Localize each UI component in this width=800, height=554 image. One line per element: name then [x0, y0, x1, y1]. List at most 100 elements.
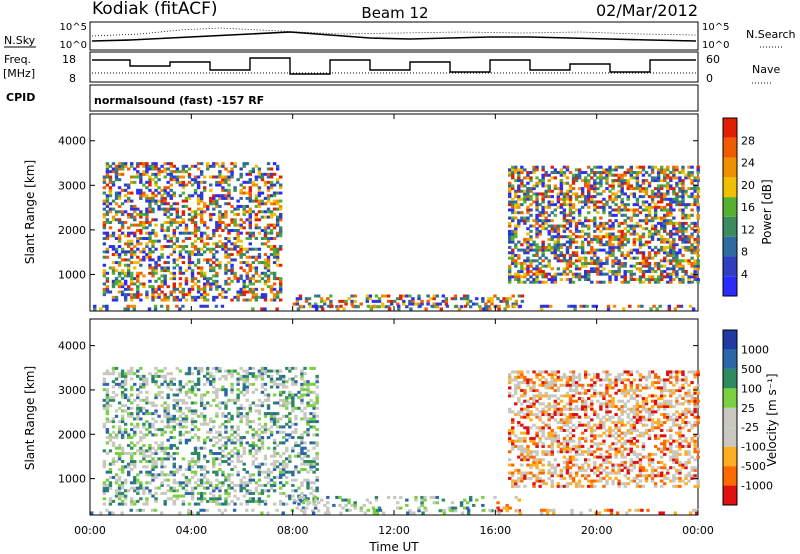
scatter-cell: [130, 428, 134, 432]
scatter-cell: [565, 165, 570, 169]
scatter-cell: [133, 250, 137, 254]
scatter-cell: [544, 248, 548, 252]
scatter-cell: [114, 178, 119, 182]
scatter-cell: [399, 495, 403, 499]
scatter-cell: [650, 205, 655, 209]
scatter-cell: [672, 272, 676, 276]
scatter-cell: [408, 299, 412, 303]
scatter-cell: [338, 503, 342, 507]
scatter-cell: [629, 248, 633, 252]
scatter-cell: [178, 183, 183, 187]
scatter-cell: [193, 473, 198, 477]
scatter-cell: [593, 259, 597, 263]
scatter-cell: [239, 277, 243, 281]
scatter-cell: [687, 195, 691, 199]
scatter-cell: [529, 171, 533, 175]
scatter-cell: [696, 253, 700, 257]
scatter-cell: [245, 372, 249, 376]
scatter-cell: [190, 422, 195, 426]
scatter-cell: [202, 382, 207, 386]
scatter-cell: [136, 422, 140, 426]
scatter-cell: [291, 377, 295, 381]
scatter-cell: [123, 282, 128, 286]
scatter-cell: [154, 374, 158, 378]
scatter-cell: [514, 389, 518, 393]
scatter-cell: [169, 220, 173, 224]
scatter-cell: [166, 483, 170, 487]
scatter-cell: [260, 382, 265, 386]
scatter-cell: [126, 444, 131, 448]
scatter-cell: [693, 264, 697, 268]
scatter-cell: [660, 245, 664, 249]
scatter-cell: [672, 176, 676, 180]
scatter-cell: [669, 208, 673, 212]
scatter-cell: [669, 197, 673, 201]
scatter-cell: [535, 195, 539, 199]
scatter-cell: [114, 460, 119, 464]
scatter-cell: [117, 196, 122, 200]
scatter-cell: [614, 269, 618, 273]
scatter-cell: [196, 250, 201, 254]
scatter-cell: [559, 192, 564, 196]
scatter-cell: [193, 191, 198, 195]
scatter-cell: [260, 261, 265, 265]
scatter-cell: [312, 462, 316, 466]
scatter-cell: [102, 404, 107, 408]
scatter-cell: [126, 266, 131, 270]
scatter-cell: [690, 264, 694, 268]
scatter-cell: [641, 235, 646, 239]
scatter-cell: [529, 439, 533, 443]
scatter-cell: [526, 272, 530, 276]
scatter-cell: [160, 457, 164, 461]
scatter-cell: [114, 210, 119, 214]
scatter-cell: [402, 294, 406, 298]
scatter-cell: [224, 425, 228, 429]
scatter-cell: [145, 481, 149, 485]
scatter-cell: [577, 275, 582, 279]
scatter-cell: [151, 194, 155, 198]
scatter-cell: [126, 186, 131, 190]
scatter-cell: [236, 470, 240, 474]
scatter-cell: [202, 245, 207, 249]
scatter-cell: [309, 460, 313, 464]
scatter-cell: [117, 253, 122, 257]
scatter-cell: [544, 280, 548, 284]
scatter-cell: [260, 491, 265, 495]
scatter-cell: [166, 228, 170, 232]
scatter-cell: [187, 207, 192, 211]
scatter-cell: [511, 471, 515, 475]
scatter-cell: [254, 465, 259, 469]
scatter-cell: [117, 255, 122, 259]
scatter-cell: [248, 212, 252, 216]
scatter-cell: [517, 383, 521, 387]
scatter-cell: [672, 269, 676, 273]
scatter-cell: [257, 417, 262, 421]
scatter-cell: [487, 305, 491, 309]
scatter-cell: [306, 486, 310, 490]
scatter-cell: [523, 280, 527, 284]
scatter-cell: [218, 234, 222, 238]
scatter-cell: [151, 167, 155, 171]
scatter-cell: [596, 224, 600, 228]
scatter-cell: [209, 247, 213, 251]
scatter-cell: [105, 210, 110, 214]
scatter-cell: [275, 231, 280, 235]
scatter-cell: [541, 269, 545, 273]
scatter-cell: [206, 277, 210, 281]
scatter-cell: [212, 207, 216, 211]
scatter-cell: [206, 478, 210, 482]
scatter-cell: [656, 184, 661, 188]
scatter-cell: [108, 467, 113, 471]
scatter-cell: [514, 171, 518, 175]
scatter-cell: [300, 409, 304, 413]
scatter-cell: [294, 380, 298, 384]
scatter-cell: [257, 210, 262, 214]
scatter-cell: [114, 436, 119, 440]
scatter-cell: [108, 188, 113, 192]
scatter-cell: [547, 219, 551, 223]
scatter-cell: [623, 275, 627, 279]
scatter-cell: [596, 237, 600, 241]
scatter-cell: [623, 221, 627, 225]
scatter-cell: [190, 457, 195, 461]
scatter-cell: [102, 250, 107, 254]
